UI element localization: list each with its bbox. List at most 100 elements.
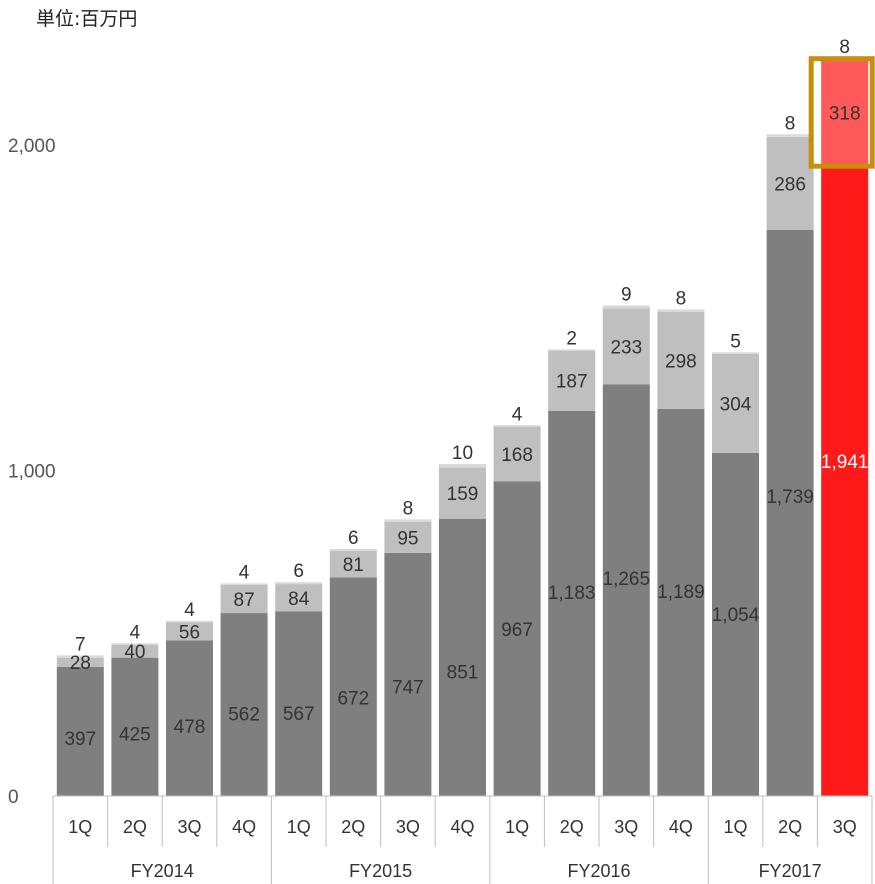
- bar-label-top: 6: [348, 528, 359, 549]
- fiscal-year-label: FY2015: [349, 861, 412, 881]
- quarter-label: 4Q: [232, 817, 256, 837]
- quarter-label: 3Q: [177, 817, 201, 837]
- highlight-box: [808, 56, 875, 169]
- bar-label-top: 2: [566, 328, 577, 349]
- quarter-label: 1Q: [68, 817, 92, 837]
- bar-label-mid: 40: [124, 642, 145, 663]
- bar-label-base: 478: [174, 717, 206, 738]
- bar-label-mid: 233: [610, 337, 642, 358]
- quarter-label: 1Q: [505, 817, 529, 837]
- bar-label-top: 8: [785, 113, 796, 134]
- bar-segment-top: [56, 655, 104, 658]
- quarter-label: 2Q: [778, 817, 802, 837]
- quarter-label: 4Q: [669, 817, 693, 837]
- bar-label-mid: 187: [556, 371, 588, 392]
- bar-label-top: 9: [621, 284, 632, 305]
- quarter-label: 3Q: [396, 817, 420, 837]
- bar-label-base: 1,739: [766, 487, 814, 508]
- bar-label-base: 851: [447, 662, 479, 683]
- bar-segment-mid: [821, 60, 869, 165]
- bar-label-mid: 304: [720, 394, 752, 415]
- bar-label-mid: 95: [397, 528, 418, 549]
- bar-label-base: 1,054: [712, 605, 760, 626]
- bar-label-top: 8: [676, 288, 687, 309]
- bar-segment-top: [166, 620, 213, 623]
- bar-label-mid: 286: [774, 174, 806, 195]
- bar-segment-base: [602, 384, 650, 796]
- fiscal-year-label: FY2016: [567, 861, 630, 881]
- y-tick-label: 0: [8, 787, 19, 808]
- bar-segment-mid: [493, 426, 541, 482]
- bar-label-top: 4: [239, 562, 250, 583]
- bar-segment-mid: [56, 657, 104, 667]
- bar-segment-top: [439, 463, 486, 468]
- bar-segment-base: [329, 577, 377, 796]
- bar-segment-base: [220, 613, 268, 796]
- bar-label-top: 6: [293, 561, 304, 582]
- quarter-label: 3Q: [614, 817, 638, 837]
- bar-segment-mid: [548, 350, 596, 411]
- bar-label-top: 10: [452, 443, 473, 464]
- bar-label-base: 967: [501, 620, 533, 641]
- bar-segment-top: [275, 582, 323, 585]
- bar-segment-top: [329, 548, 377, 551]
- bar-label-base: 1,183: [548, 583, 596, 604]
- bar-segment-mid: [657, 311, 705, 409]
- bar-label-base: 397: [64, 729, 96, 750]
- quarter-label: 3Q: [833, 817, 857, 837]
- bar-label-base: 1,189: [657, 582, 705, 603]
- fiscal-year-label: FY2017: [759, 861, 822, 881]
- bar-segment-base: [166, 640, 213, 796]
- quarter-label: 2Q: [341, 817, 365, 837]
- bar-label-mid: 56: [179, 622, 200, 643]
- bar-segment-base: [712, 452, 759, 796]
- bar-segment-mid: [329, 550, 377, 578]
- bar-label-mid: 28: [70, 653, 91, 674]
- bar-label-base: 1,265: [603, 569, 651, 590]
- bar-segment-base: [275, 611, 323, 796]
- bar-segment-top: [548, 349, 596, 351]
- bar-label-base: 567: [283, 704, 315, 725]
- bar-segment-mid: [220, 584, 268, 614]
- bar-label-top: 8: [839, 37, 850, 58]
- bar-segment-base: [56, 666, 104, 796]
- bar-segment-mid: [111, 644, 159, 658]
- unit-label: 単位:百万円: [36, 8, 138, 30]
- bar-segment-base: [821, 164, 869, 797]
- bar-segment-mid: [384, 521, 432, 553]
- bar-segment-base: [384, 552, 432, 796]
- bar-segment-top: [766, 134, 814, 137]
- bar-segment-mid: [275, 584, 323, 612]
- bar-label-mid: 318: [829, 103, 861, 124]
- bar-label-base: 1,941: [821, 452, 869, 473]
- quarter-label: 1Q: [287, 817, 311, 837]
- bar-segment-mid: [166, 622, 213, 641]
- bar-segment-base: [493, 481, 541, 796]
- bar-label-mid: 87: [234, 590, 255, 611]
- bar-label-top: 4: [184, 600, 195, 621]
- bar-label-mid: 81: [343, 555, 364, 576]
- bar-segment-top: [712, 352, 759, 354]
- bar-segment-base: [548, 410, 596, 796]
- bar-label-top: 5: [730, 331, 741, 352]
- bar-segment-top: [493, 425, 541, 427]
- y-tick-label: 2,000: [8, 136, 56, 157]
- y-tick-label: 1,000: [8, 462, 56, 483]
- bar-segment-mid: [602, 308, 650, 385]
- quarter-label: 4Q: [450, 817, 474, 837]
- bar-segment-mid: [766, 136, 814, 230]
- quarter-label: 1Q: [723, 817, 747, 837]
- bar-segment-top: [220, 583, 268, 585]
- bar-segment-mid: [712, 353, 759, 453]
- bar-segment-base: [766, 229, 814, 796]
- bar-segment-mid: [439, 467, 486, 519]
- bar-segment-top: [657, 309, 705, 312]
- bar-label-base: 747: [392, 678, 424, 699]
- bar-label-mid: 168: [501, 445, 533, 466]
- fiscal-year-label: FY2014: [131, 861, 194, 881]
- bar-segment-top: [384, 519, 432, 522]
- bar-label-mid: 298: [665, 351, 697, 372]
- bar-label-base: 672: [337, 689, 369, 710]
- bar-segment-top: [111, 643, 159, 645]
